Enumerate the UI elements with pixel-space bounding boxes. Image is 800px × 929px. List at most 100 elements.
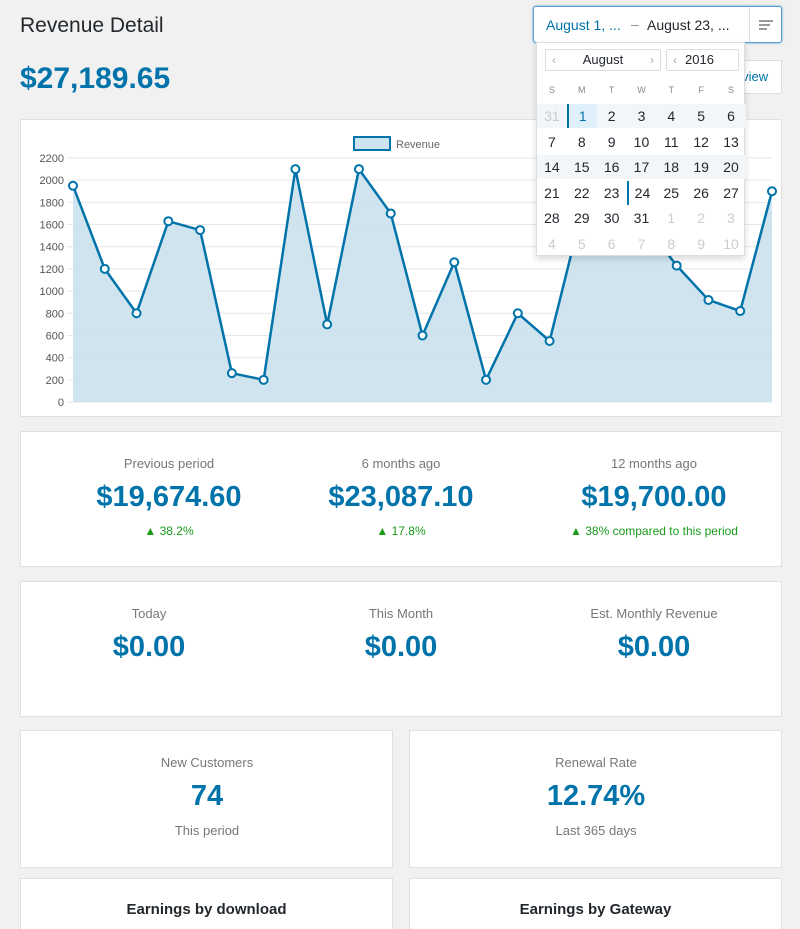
calendar-day[interactable]: 16: [603, 159, 620, 175]
data-point[interactable]: [290, 164, 301, 175]
data-point[interactable]: [481, 374, 492, 385]
stat-value: $19,674.60: [96, 481, 242, 513]
data-point[interactable]: [735, 306, 746, 317]
next-month-icon[interactable]: ›: [650, 53, 654, 67]
data-point[interactable]: [703, 294, 714, 305]
new-customers-stat: New Customers 74 This period: [82, 755, 332, 838]
stat-change: ▲ 38% compared to this period: [570, 524, 738, 538]
calendar-day[interactable]: 6: [607, 235, 616, 252]
weekday-header: S: [548, 85, 555, 95]
calendar-day[interactable]: 29: [573, 210, 590, 226]
year-label: 2016: [685, 52, 714, 67]
data-point[interactable]: [353, 164, 364, 175]
calendar-day[interactable]: 19: [693, 159, 709, 175]
data-point[interactable]: [512, 308, 523, 319]
calendar-day[interactable]: 13: [723, 133, 739, 150]
calendar-day[interactable]: 31: [633, 210, 650, 226]
calendar-day[interactable]: 24: [626, 180, 657, 205]
calendar-day[interactable]: 10: [723, 235, 739, 252]
calendar-day[interactable]: 26: [693, 184, 709, 201]
y-tick-label: 0: [58, 397, 64, 409]
calendar-day[interactable]: 9: [607, 133, 616, 150]
data-point[interactable]: [767, 186, 777, 197]
renewal-rate-panel: Renewal Rate 12.74% Last 365 days: [409, 730, 782, 868]
calendar-day[interactable]: 14: [544, 159, 560, 175]
est-monthly-stat: Est. Monthly Revenue $0.00: [529, 606, 779, 664]
stat-sub: Last 365 days: [555, 823, 637, 838]
data-point[interactable]: [544, 336, 555, 346]
calendar-day[interactable]: 1: [566, 104, 597, 128]
calendar-day[interactable]: 30: [603, 210, 620, 226]
calendar-day[interactable]: 23: [603, 184, 620, 201]
calendar-day[interactable]: 2: [607, 108, 616, 124]
calendar-day[interactable]: 27: [723, 184, 739, 201]
stat-label: Today: [131, 606, 167, 621]
calendar-day[interactable]: 31: [544, 108, 560, 124]
calendar-day[interactable]: 25: [663, 184, 680, 201]
calendar-day[interactable]: 12: [693, 133, 709, 150]
presets-menu-button[interactable]: [749, 7, 781, 42]
data-point[interactable]: [322, 319, 333, 330]
data-point[interactable]: [671, 260, 682, 271]
calendar-day[interactable]: 3: [637, 108, 646, 124]
calendar-day[interactable]: 10: [633, 133, 650, 150]
data-point[interactable]: [99, 263, 110, 274]
stat-value: $23,087.10: [328, 481, 474, 513]
earnings-by-gateway-panel: Earnings by Gateway: [409, 878, 782, 929]
data-point[interactable]: [226, 368, 237, 379]
calendar-day[interactable]: 2: [697, 210, 706, 226]
data-point[interactable]: [417, 330, 428, 341]
calendar-day[interactable]: 17: [633, 159, 650, 175]
y-tick-label: 400: [46, 353, 64, 365]
data-point[interactable]: [163, 216, 174, 227]
renewal-rate-stat: Renewal Rate 12.74% Last 365 days: [471, 755, 721, 838]
legend-swatch: [353, 136, 391, 151]
calendar-day[interactable]: 6: [727, 108, 735, 124]
stat-label: Previous period: [123, 456, 215, 471]
calendar-day[interactable]: 18: [663, 159, 680, 175]
menu-icon-line: [759, 28, 767, 30]
calendar-day[interactable]: 1: [667, 210, 676, 226]
calendar-day[interactable]: 28: [544, 210, 560, 226]
calendar-day[interactable]: 7: [548, 133, 556, 150]
stat-label: 12 months ago: [610, 456, 697, 471]
date-range-picker[interactable]: August 1, ... – August 23, ...: [533, 6, 782, 43]
calendar-day[interactable]: 8: [667, 235, 676, 252]
calendar-day[interactable]: 15: [573, 159, 590, 175]
month-select[interactable]: ‹ August ›: [545, 49, 661, 71]
calendar-day[interactable]: 4: [548, 235, 556, 252]
calendar-day[interactable]: 7: [637, 235, 646, 252]
page-title: Revenue Detail: [20, 14, 164, 37]
calendar-day[interactable]: 22: [573, 184, 590, 201]
data-point[interactable]: [449, 257, 460, 268]
data-point[interactable]: [195, 225, 206, 236]
y-tick-label: 800: [46, 308, 64, 320]
calendar-day[interactable]: 9: [697, 235, 706, 252]
stat-change: ▲ 38.2%: [144, 524, 194, 538]
year-select[interactable]: ‹ 2016: [666, 49, 739, 71]
prev-month-icon[interactable]: ‹: [552, 53, 556, 67]
calendar-day[interactable]: 21: [544, 184, 560, 201]
calendar-day[interactable]: 5: [577, 235, 586, 252]
data-point[interactable]: [258, 374, 269, 385]
calendar-day[interactable]: 4: [667, 108, 676, 124]
data-point[interactable]: [385, 208, 396, 219]
calendar-day[interactable]: 11: [664, 133, 679, 150]
prev-year-icon[interactable]: ‹: [673, 53, 677, 67]
y-tick-label: 1200: [40, 264, 64, 276]
card-title: Earnings by Gateway: [519, 901, 672, 918]
stat-label: This Month: [368, 606, 434, 621]
data-point[interactable]: [68, 180, 78, 191]
date-start-input[interactable]: August 1, ...: [546, 17, 621, 33]
calendar-day[interactable]: 5: [697, 108, 706, 124]
calendar-popup: ‹ August › ‹ 2016 S M T W T F S 31 1 2 3 4 5 6 7 8 9 10 11…: [536, 42, 746, 256]
menu-icon-line: [759, 24, 770, 26]
calendar-day[interactable]: 8: [577, 133, 586, 150]
weekday-header: W: [637, 85, 646, 95]
calendar-day[interactable]: 3: [727, 210, 735, 226]
calendar-day[interactable]: 20: [723, 159, 739, 175]
comparison-panel: Previous period $19,674.60 ▲ 38.2% 6 mon…: [20, 431, 782, 567]
data-point[interactable]: [131, 308, 142, 319]
date-end-input[interactable]: August 23, ...: [647, 17, 730, 33]
card-title: Earnings by download: [126, 901, 287, 918]
